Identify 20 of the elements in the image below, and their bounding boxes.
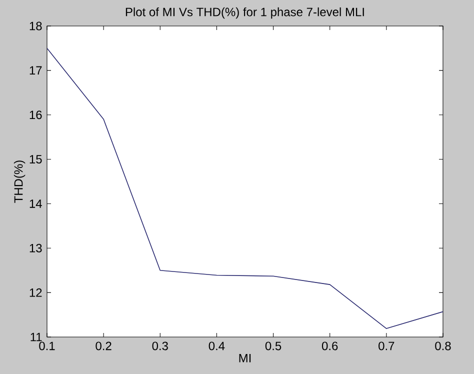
x-tick-label: 0.6 bbox=[322, 342, 338, 350]
x-tick-label: 0.7 bbox=[378, 342, 394, 350]
y-tick-label: 18 bbox=[30, 22, 42, 30]
y-tick-label: 15 bbox=[30, 155, 42, 164]
y-tick-label: 17 bbox=[30, 66, 42, 75]
x-tick-label: 0.8 bbox=[435, 342, 451, 350]
chart-title: Plot of MI Vs THD(%) for 1 phase 7-level MLI bbox=[126, 7, 364, 19]
line-series bbox=[47, 48, 443, 329]
y-tick-label: 13 bbox=[30, 244, 42, 252]
y-tick-label: 14 bbox=[30, 200, 42, 208]
x-tick-label: 0.3 bbox=[152, 342, 168, 350]
x-tick-label: 0.2 bbox=[96, 342, 112, 350]
x-tick-label: 0.1 bbox=[39, 342, 55, 350]
x-axis-title: MI bbox=[239, 354, 251, 362]
y-tick-label: 11 bbox=[30, 332, 42, 342]
x-tick-label: 0.4 bbox=[208, 342, 225, 350]
y-axis-title: THD(%) bbox=[14, 160, 26, 203]
y-tick-label: 12 bbox=[30, 288, 42, 297]
y-tick-label: 16 bbox=[30, 110, 42, 120]
x-tick-label: 0.5 bbox=[265, 342, 282, 350]
